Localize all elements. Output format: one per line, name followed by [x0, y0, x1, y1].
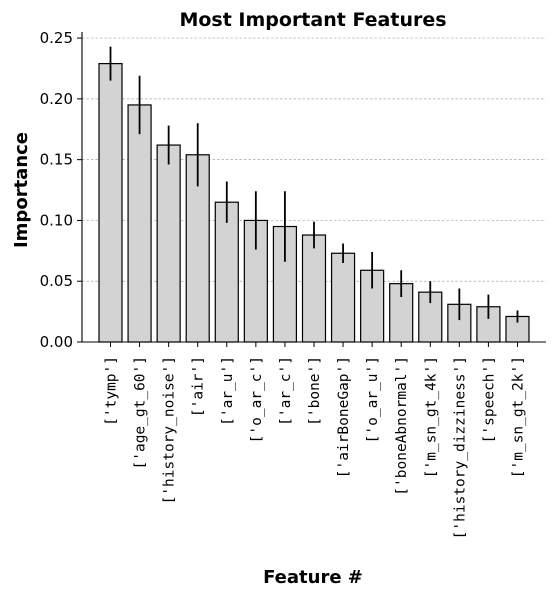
x-ticks: ['tymp'] ['age_gt_60'] ['history_noise'] ['… — [104, 342, 526, 539]
x-tick-label: ['age_gt_60'] — [133, 356, 149, 470]
x-tick-label: ['history_dizziness'] — [452, 356, 468, 539]
x-axis-label: Feature # — [263, 567, 363, 588]
y-ticks: 0.00 0.05 0.10 0.15 0.20 0.25 — [40, 29, 82, 351]
x-tick-label: ['boneAbnormal'] — [394, 356, 410, 496]
bar — [330, 252, 356, 343]
chart-title: Most Important Features — [179, 9, 446, 31]
x-tick-label: ['bone'] — [307, 356, 323, 426]
x-tick-label: ['o_ar_u'] — [365, 356, 381, 443]
x-tick-label: ['ar_c'] — [278, 356, 294, 426]
y-axis-label: Importance — [11, 132, 32, 248]
x-tick-label: ['m_sn_gt_4k'] — [423, 356, 439, 478]
y-tick-label: 0.00 — [40, 333, 73, 351]
y-tick-label: 0.25 — [40, 29, 73, 47]
y-tick-label: 0.20 — [40, 90, 73, 108]
x-tick-label: ['history_noise'] — [162, 356, 178, 504]
x-tick-label: ['ar_u'] — [220, 356, 236, 426]
y-tick-label: 0.05 — [40, 272, 73, 290]
x-tick-label: ['speech'] — [481, 356, 497, 443]
bar — [127, 104, 152, 343]
bar — [214, 201, 239, 343]
x-tick-label: ['airBoneGap'] — [336, 356, 352, 478]
error-bars — [109, 46, 519, 323]
y-tick-label: 0.15 — [40, 151, 73, 169]
y-tick-label: 0.10 — [40, 211, 73, 229]
bars — [98, 63, 530, 343]
bar — [156, 144, 181, 343]
x-tick-label: ['air'] — [191, 356, 207, 417]
x-tick-label: ['m_sn_gt_2k'] — [510, 356, 526, 478]
bar — [301, 234, 327, 343]
x-tick-label: ['o_ar_c'] — [249, 356, 265, 443]
bar — [98, 63, 123, 343]
x-tick-label: ['tymp'] — [104, 356, 120, 426]
